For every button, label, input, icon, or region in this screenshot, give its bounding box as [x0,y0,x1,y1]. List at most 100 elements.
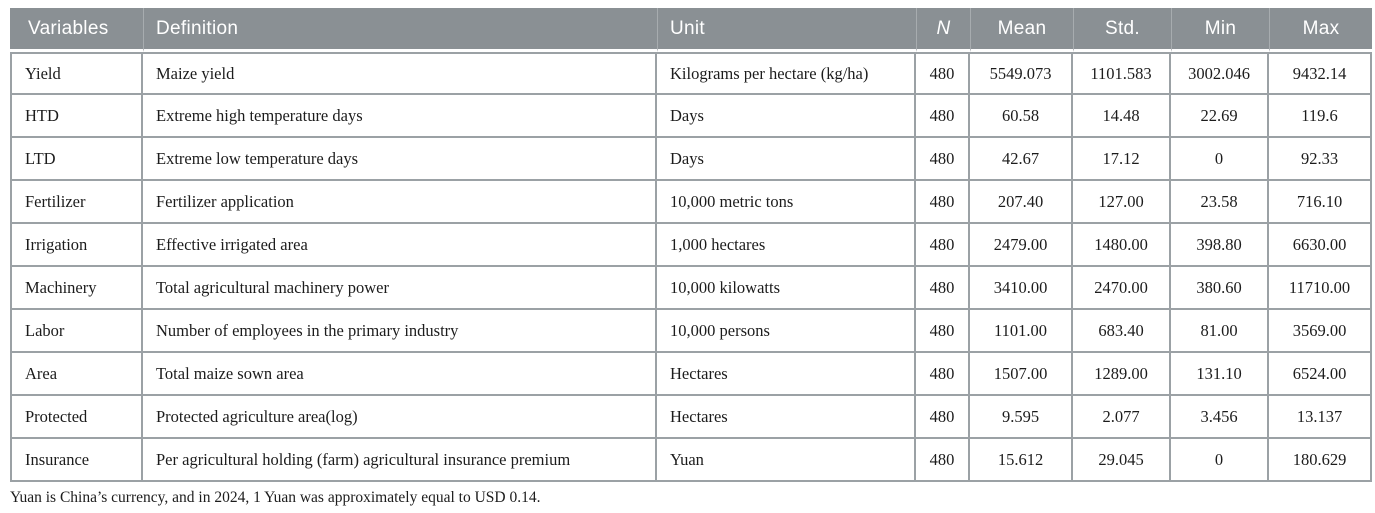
column-header-max: Max [1269,8,1372,52]
cell-std: 17.12 [1073,138,1171,181]
cell-min: 0 [1171,138,1269,181]
cell-definition: Per agricultural holding (farm) agricult… [143,439,657,482]
column-header-unit: Unit [657,8,916,52]
cell-std: 127.00 [1073,181,1171,224]
column-header-min: Min [1171,8,1269,52]
table-row: Irrigation Effective irrigated area 1,000 … [10,224,1372,267]
table-row: LTD Extreme low temperature days Days 480 42… [10,138,1372,181]
cell-mean: 3410.00 [970,267,1073,310]
cell-max: 9432.14 [1269,52,1372,95]
cell-unit: Hectares [657,396,916,439]
cell-n: 480 [916,95,970,138]
cell-min: 3.456 [1171,396,1269,439]
cell-variable: LTD [10,138,143,181]
cell-max: 3569.00 [1269,310,1372,353]
cell-mean: 207.40 [970,181,1073,224]
cell-std: 683.40 [1073,310,1171,353]
table-row: Machinery Total agricultural machinery po… [10,267,1372,310]
cell-n: 480 [916,224,970,267]
column-header-n: N [916,8,970,52]
cell-min: 380.60 [1171,267,1269,310]
cell-min: 0 [1171,439,1269,482]
cell-definition: Protected agriculture area(log) [143,396,657,439]
table-body: Yield Maize yield Kilograms per hectare (k… [10,52,1372,482]
cell-variable: Fertilizer [10,181,143,224]
cell-definition: Total maize sown area [143,353,657,396]
cell-unit: Yuan [657,439,916,482]
cell-definition: Extreme high temperature days [143,95,657,138]
table-row: HTD Extreme high temperature days Days 480 6… [10,95,1372,138]
cell-min: 23.58 [1171,181,1269,224]
cell-max: 716.10 [1269,181,1372,224]
cell-mean: 2479.00 [970,224,1073,267]
cell-min: 3002.046 [1171,52,1269,95]
table-row: Protected Protected agriculture area(log)… [10,396,1372,439]
cell-unit: Hectares [657,353,916,396]
cell-n: 480 [916,396,970,439]
cell-std: 14.48 [1073,95,1171,138]
cell-min: 22.69 [1171,95,1269,138]
cell-definition: Effective irrigated area [143,224,657,267]
table-row: Area Total maize sown area Hectares 480 1507… [10,353,1372,396]
cell-max: 11710.00 [1269,267,1372,310]
cell-unit: Days [657,138,916,181]
cell-n: 480 [916,267,970,310]
table-row: Insurance Per agricultural holding (farm)… [10,439,1372,482]
cell-variable: Irrigation [10,224,143,267]
cell-variable: Area [10,353,143,396]
cell-mean: 1507.00 [970,353,1073,396]
column-header-mean: Mean [970,8,1073,52]
cell-unit: 10,000 metric tons [657,181,916,224]
cell-max: 6630.00 [1269,224,1372,267]
cell-n: 480 [916,52,970,95]
cell-n: 480 [916,353,970,396]
cell-variable: HTD [10,95,143,138]
column-header-variable: Variables [10,8,143,52]
cell-min: 81.00 [1171,310,1269,353]
cell-n: 480 [916,181,970,224]
cell-unit: Days [657,95,916,138]
cell-definition: Total agricultural machinery power [143,267,657,310]
cell-std: 2.077 [1073,396,1171,439]
cell-max: 6524.00 [1269,353,1372,396]
cell-mean: 42.67 [970,138,1073,181]
cell-unit: 10,000 persons [657,310,916,353]
cell-mean: 5549.073 [970,52,1073,95]
table-header: Variables Definition Unit N Mean Std. Min Max [10,8,1372,52]
cell-mean: 1101.00 [970,310,1073,353]
cell-definition: Extreme low temperature days [143,138,657,181]
cell-std: 1289.00 [1073,353,1171,396]
cell-min: 131.10 [1171,353,1269,396]
cell-variable: Insurance [10,439,143,482]
cell-variable: Protected [10,396,143,439]
table-header-row: Variables Definition Unit N Mean Std. Min Max [10,8,1372,52]
cell-definition: Number of employees in the primary indus… [143,310,657,353]
cell-std: 2470.00 [1073,267,1171,310]
cell-variable: Machinery [10,267,143,310]
cell-std: 1101.583 [1073,52,1171,95]
cell-variable: Labor [10,310,143,353]
descriptive-statistics-table: Variables Definition Unit N Mean Std. Min Max Y… [10,8,1372,482]
cell-max: 119.6 [1269,95,1372,138]
table-footnote: Yuan is China’s currency, and in 2024, 1… [10,489,541,506]
cell-std: 1480.00 [1073,224,1171,267]
cell-mean: 60.58 [970,95,1073,138]
cell-max: 92.33 [1269,138,1372,181]
cell-variable: Yield [10,52,143,95]
cell-min: 398.80 [1171,224,1269,267]
cell-max: 180.629 [1269,439,1372,482]
cell-definition: Maize yield [143,52,657,95]
column-header-definition: Definition [143,8,657,52]
cell-unit: 10,000 kilowatts [657,267,916,310]
cell-mean: 9.595 [970,396,1073,439]
cell-unit: 1,000 hectares [657,224,916,267]
cell-n: 480 [916,138,970,181]
table-row: Yield Maize yield Kilograms per hectare (k… [10,52,1372,95]
cell-n: 480 [916,439,970,482]
cell-std: 29.045 [1073,439,1171,482]
cell-max: 13.137 [1269,396,1372,439]
cell-unit: Kilograms per hectare (kg/ha) [657,52,916,95]
cell-n: 480 [916,310,970,353]
table-row: Fertilizer Fertilizer application 10,000 m… [10,181,1372,224]
